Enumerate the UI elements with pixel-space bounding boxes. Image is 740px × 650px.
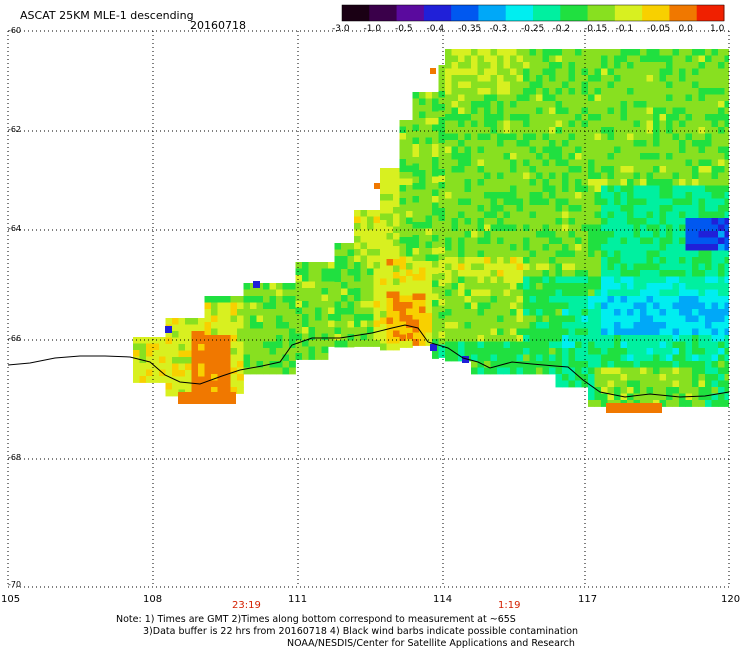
pass-time-2: 1:19 <box>498 600 521 611</box>
color-scale-segment <box>478 5 507 21</box>
data-swath <box>133 49 729 413</box>
color-scale-segment <box>396 5 425 21</box>
low-value-pixel <box>462 356 469 363</box>
note-line-2: 3)Data buffer is 22 hrs from 20160718 4)… <box>143 626 579 637</box>
color-scale-tick: -0.25 <box>521 24 545 34</box>
lon-label-120: 120 <box>721 594 740 605</box>
color-scale-segment <box>614 5 643 21</box>
color-scale-tick: -3.0 <box>332 24 350 34</box>
low-value-pixel <box>430 344 437 351</box>
lat-label-62: -62 <box>8 125 22 134</box>
color-scale-segment <box>587 5 616 21</box>
color-scale-tick: -0.3 <box>489 24 508 34</box>
pass-time-1: 23:19 <box>232 600 261 611</box>
map-title: ASCAT 25KM MLE-1 descending <box>20 9 194 22</box>
color-scale-tick: -0.1 <box>615 24 634 34</box>
lat-label-64: -64 <box>8 224 22 233</box>
lon-label-111: 111 <box>288 594 308 605</box>
color-scale-tick: -1.0 <box>363 24 382 34</box>
color-scale-tick: -0.05 <box>647 24 671 34</box>
lat-label-60: -60 <box>8 26 22 35</box>
lon-label-108: 108 <box>143 594 163 605</box>
color-scale-segment <box>423 5 452 21</box>
color-scale-tick: -0.2 <box>552 24 571 34</box>
color-scale-tick: 1.0 <box>710 24 725 34</box>
high-value-patch <box>606 403 662 413</box>
color-scale-segment <box>369 5 398 21</box>
lon-label-117: 117 <box>578 594 598 605</box>
high-value-pixel <box>407 333 413 339</box>
color-scale-segment <box>642 5 670 21</box>
high-value-patch <box>178 392 236 404</box>
note-line-1: Note: 1) Times are GMT 2)Times along bot… <box>116 614 516 625</box>
color-scale-segment <box>560 5 589 21</box>
lat-label-70: -70 <box>8 580 22 589</box>
color-scale-segment <box>342 5 370 21</box>
high-value-pixel <box>374 183 380 189</box>
lon-label-114: 114 <box>433 594 453 605</box>
lat-label-66: -66 <box>8 334 22 343</box>
high-value-pixel <box>430 68 436 74</box>
color-scale-tick: -0.35 <box>458 24 482 34</box>
color-scale-segment <box>451 5 479 21</box>
color-scale-bar <box>341 4 725 22</box>
color-scale-segment <box>696 5 725 21</box>
color-scale-tick: -0.4 <box>426 24 445 34</box>
color-scale-tick: 0.0 <box>678 24 693 34</box>
color-scale-segment <box>533 5 561 21</box>
lon-label-105: 105 <box>1 594 21 605</box>
color-scale-segment <box>669 5 698 21</box>
map-date: 20160718 <box>190 19 246 32</box>
color-scale-tick: -0.5 <box>395 24 413 34</box>
color-scale-segment <box>505 5 534 21</box>
note-line-3: NOAA/NESDIS/Center for Satellite Applica… <box>287 638 575 649</box>
coastline <box>7 324 730 398</box>
low-value-pixel <box>165 326 172 333</box>
grid-lines <box>7 30 730 588</box>
lat-label-68: -68 <box>8 453 22 462</box>
color-scale-tick: -0.15 <box>584 24 608 34</box>
low-value-pixel <box>253 281 260 288</box>
